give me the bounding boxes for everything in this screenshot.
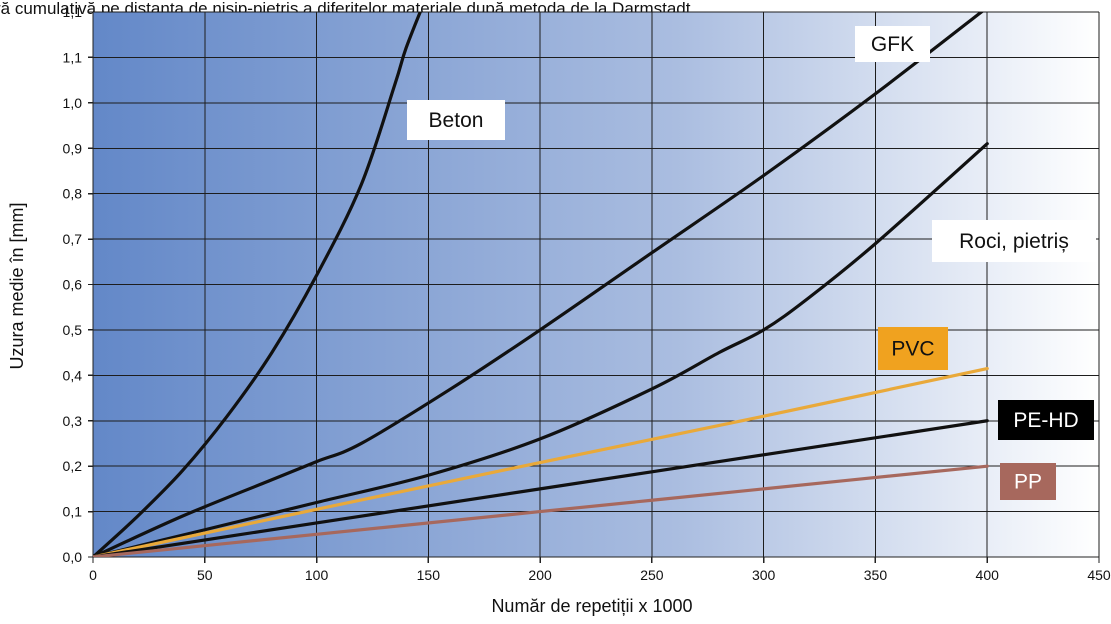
x-tick-label: 100 bbox=[305, 567, 329, 583]
axis-layer bbox=[88, 11, 1100, 563]
x-tick-label: 300 bbox=[752, 567, 776, 583]
y-tick-label: 0,5 bbox=[63, 322, 83, 338]
series-label-beton: Beton bbox=[407, 100, 505, 140]
series-line-beton bbox=[93, 12, 422, 557]
series-label-pp: PP bbox=[1000, 463, 1056, 500]
series-label-pe-hd: PE-HD bbox=[998, 400, 1094, 440]
series-label-layer: Beton GFK Roci, pietriș PVC PE-HD PP bbox=[407, 26, 1096, 500]
series-label-gfk: GFK bbox=[855, 26, 930, 62]
y-tick-label: 1,0 bbox=[63, 95, 83, 111]
y-tick-label: 0,6 bbox=[63, 277, 83, 293]
x-tick-label: 400 bbox=[976, 567, 1000, 583]
y-tick-label: 0,3 bbox=[63, 413, 83, 429]
series-label-background-pvc bbox=[878, 327, 948, 370]
x-tick-label: 50 bbox=[197, 567, 213, 583]
y-tick-label: 0,2 bbox=[63, 458, 83, 474]
series-label-background-beton bbox=[407, 100, 505, 140]
y-tick-label: 0,1 bbox=[63, 504, 83, 520]
y-axis-label: Uzura medie în [mm] bbox=[7, 202, 27, 369]
x-tick-label: 200 bbox=[528, 567, 552, 583]
series-label-text-beton: Beton bbox=[429, 109, 484, 132]
series-line-pe-hd bbox=[93, 419, 989, 557]
series-label-text-pp: PP bbox=[1014, 471, 1042, 494]
series-label-text-pe-hd: PE-HD bbox=[1013, 409, 1078, 432]
y-tick-label: 1,1 bbox=[63, 4, 83, 20]
x-tick-label: 250 bbox=[640, 567, 664, 583]
series-line-roci-pietris bbox=[93, 142, 989, 557]
series-label-text-pvc: PVC bbox=[891, 338, 934, 361]
series-label-roci-pietris: Roci, pietriș bbox=[932, 220, 1096, 262]
series-line-pp bbox=[93, 464, 989, 557]
x-tick-label: 150 bbox=[417, 567, 441, 583]
series-label-text-roci-pietris: Roci, pietriș bbox=[959, 230, 1069, 253]
y-tick-label: 0,7 bbox=[63, 231, 83, 247]
x-tick-label: 0 bbox=[89, 567, 97, 583]
series-label-background-pp bbox=[1000, 463, 1056, 500]
series-line-pvc bbox=[93, 366, 989, 557]
series-label-text-gfk: GFK bbox=[871, 33, 914, 56]
x-tick-label: 450 bbox=[1087, 567, 1111, 583]
series-line-gfk bbox=[93, 12, 984, 557]
x-tick-label: 350 bbox=[864, 567, 888, 583]
series-label-background-pe-hd bbox=[998, 400, 1094, 440]
series-label-pvc: PVC bbox=[878, 327, 948, 370]
series-label-background-roci-pietris bbox=[932, 220, 1096, 262]
series-layer bbox=[93, 12, 989, 557]
tick-label-layer: 0 50 100 150 200 250 300 350 400 450 0,0 0,1 0,2 0,3 0… bbox=[63, 4, 1111, 583]
y-tick-label: 1,1 bbox=[63, 49, 83, 65]
y-tick-label: 0,0 bbox=[63, 549, 83, 565]
x-axis-label: Număr de repetiții x 1000 bbox=[491, 596, 692, 616]
y-tick-label: 0,9 bbox=[63, 140, 83, 156]
y-tick-label: 0,4 bbox=[63, 367, 83, 383]
y-tick-label: 0,8 bbox=[63, 186, 83, 202]
series-label-background-gfk bbox=[855, 26, 930, 62]
